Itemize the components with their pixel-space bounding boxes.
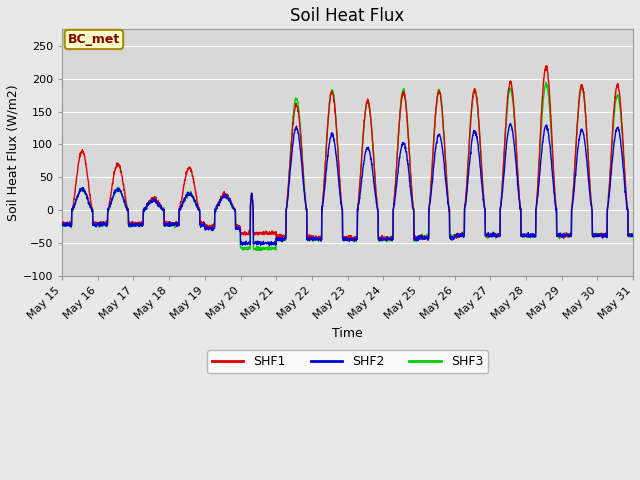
- SHF3: [520, 233, 527, 239]
- SHF1: [621, 177, 629, 182]
- SHF1: [543, 63, 550, 69]
- SHF1: [58, 220, 66, 226]
- SHF2: [271, 242, 279, 248]
- Line: SHF1: SHF1: [62, 66, 633, 240]
- SHF1: [115, 163, 123, 169]
- SHF2: [506, 120, 514, 126]
- SHF2: [115, 188, 123, 193]
- SHF1: [629, 232, 637, 238]
- SHF3: [621, 178, 629, 184]
- SHF3: [552, 206, 560, 212]
- SHF2: [58, 222, 66, 228]
- SHF1: [346, 238, 353, 243]
- SHF3: [629, 233, 637, 239]
- SHF3: [382, 237, 390, 243]
- SHF2: [621, 190, 629, 195]
- Line: SHF2: SHF2: [62, 123, 633, 245]
- SHF2: [239, 240, 246, 246]
- Line: SHF3: SHF3: [62, 83, 633, 251]
- SHF1: [382, 235, 390, 241]
- SHF3: [256, 248, 264, 253]
- SHF3: [115, 187, 123, 193]
- Y-axis label: Soil Heat Flux (W/m2): Soil Heat Flux (W/m2): [7, 84, 20, 221]
- SHF2: [382, 238, 390, 243]
- SHF1: [239, 230, 246, 236]
- SHF3: [239, 246, 246, 252]
- SHF2: [520, 231, 527, 237]
- Title: Soil Heat Flux: Soil Heat Flux: [291, 7, 404, 25]
- Legend: SHF1, SHF2, SHF3: SHF1, SHF2, SHF3: [207, 350, 488, 373]
- SHF3: [58, 223, 66, 228]
- SHF3: [542, 80, 550, 85]
- SHF2: [552, 205, 560, 211]
- X-axis label: Time: Time: [332, 326, 363, 340]
- SHF2: [629, 233, 637, 239]
- SHF1: [520, 232, 527, 238]
- SHF1: [552, 204, 560, 209]
- Text: BC_met: BC_met: [68, 33, 120, 46]
